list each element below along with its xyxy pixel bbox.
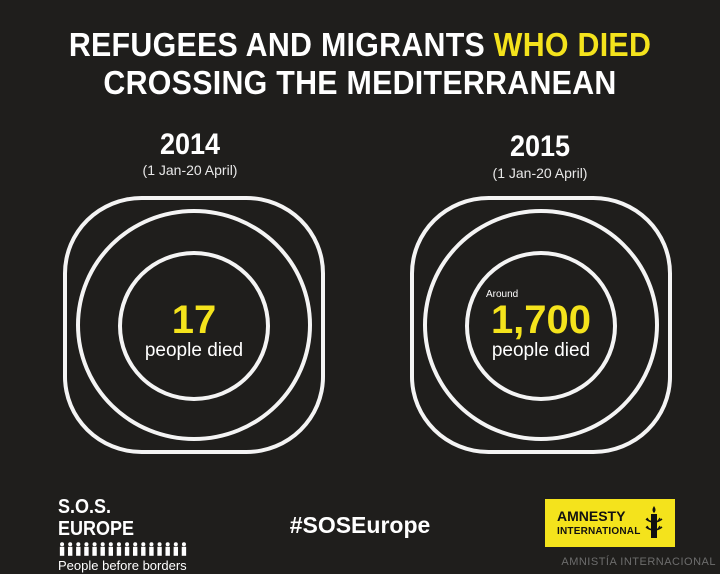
person-figure-body	[165, 546, 170, 556]
person-figure-head	[149, 542, 154, 547]
deaths-2014-unit: people died	[144, 340, 244, 361]
headline-line-2: CROSSING THE MEDITERRANEAN	[103, 64, 617, 101]
middle-ring-2014	[76, 209, 312, 441]
person-figure-body	[181, 546, 187, 556]
hashtag-label: #SOSEurope	[289, 512, 431, 538]
outer-ring-2014	[63, 196, 325, 454]
person-figure-head	[141, 542, 146, 547]
person-figure-body	[59, 546, 65, 556]
person-figure-body	[132, 546, 138, 556]
person-figure-body	[173, 546, 179, 556]
person-figure-head	[108, 542, 113, 547]
headline-highlight-text: WHO DIED	[493, 26, 652, 63]
person-figure-head	[133, 542, 138, 547]
person-figure-head	[100, 542, 105, 547]
amnesty-logo: AMNESTY INTERNATIONAL	[545, 499, 675, 547]
people-row-icon	[59, 542, 187, 556]
person-figure-body	[116, 546, 122, 556]
person-figure-head	[165, 542, 170, 547]
candle-barbed-wire-icon	[645, 506, 663, 538]
person-figure-body	[108, 546, 114, 556]
deaths-2014-number: 17	[171, 298, 217, 342]
deaths-2015-number: 1,700	[490, 298, 592, 342]
person-figure-head	[76, 542, 81, 547]
person-figure-head	[181, 542, 186, 547]
person-figure-body	[84, 546, 89, 556]
person-figure-body	[76, 546, 81, 556]
middle-ring-2015	[423, 209, 659, 441]
amnesty-logo-name: AMNESTY	[557, 508, 626, 524]
person-figure-head	[92, 542, 97, 547]
deaths-2015-qualifier: Around	[486, 289, 519, 300]
person-figure-head	[125, 542, 130, 547]
inner-ring-2015	[465, 251, 617, 401]
sos-europe-badge: S.O.S. EUROPE People before borders	[58, 496, 198, 574]
headline-line-1: REFUGEES AND MIGRANTS WHO DIED	[29, 26, 691, 64]
person-figure-head	[84, 542, 89, 547]
person-figure-body	[92, 546, 97, 556]
watermark: AMNISTÍA INTERNACIONAL	[561, 556, 716, 568]
year-2014-label: 2014	[159, 128, 221, 161]
person-figure-body	[141, 546, 146, 556]
period-2014-label: (1 Jan-20 April)	[142, 162, 238, 178]
deaths-2015-block: 1,700 people died	[466, 300, 616, 362]
person-figure-body	[124, 546, 130, 556]
sos-europe-tagline: People before borders	[58, 558, 187, 573]
year-2015-label: 2015	[509, 130, 571, 163]
amnesty-logo-subtitle: INTERNATIONAL	[557, 526, 641, 537]
person-figure-body	[100, 546, 105, 556]
deaths-2015-unit: people died	[491, 340, 591, 361]
person-figure-body	[149, 546, 154, 556]
person-figure-head	[157, 542, 162, 547]
person-figure-head	[116, 542, 121, 547]
outer-ring-2015	[410, 196, 672, 454]
sos-europe-title: S.O.S. EUROPE	[58, 496, 135, 540]
inner-ring-2014	[118, 251, 270, 401]
period-2015-label: (1 Jan-20 April)	[492, 165, 588, 181]
person-figure-body	[67, 546, 73, 556]
person-figure-head	[60, 542, 65, 547]
headline: REFUGEES AND MIGRANTS WHO DIED CROSSING …	[29, 26, 691, 102]
deaths-2014-block: 17 people died	[119, 300, 269, 362]
person-figure-body	[157, 546, 162, 556]
person-figure-head	[68, 542, 73, 547]
headline-white-text: REFUGEES AND MIGRANTS	[68, 26, 486, 63]
person-figure-head	[173, 542, 178, 547]
